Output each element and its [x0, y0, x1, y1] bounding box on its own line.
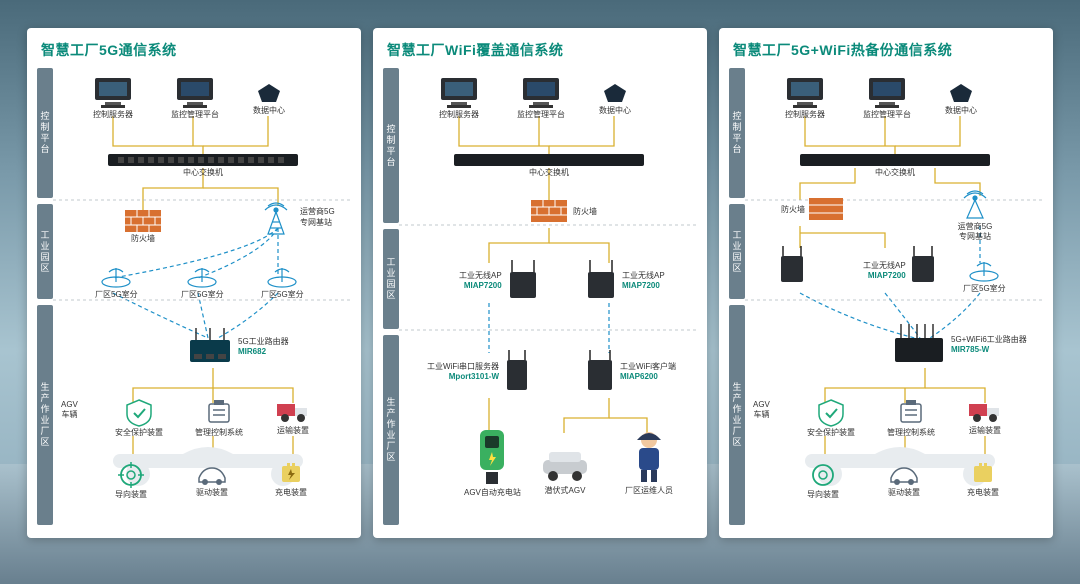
diagram: 控制服务器 监控管理平台 数据中心 中心交换机 防火墙 [399, 68, 707, 538]
charging-station: AGV自动充电站 [464, 426, 521, 498]
cloud-icon: 数据中心 [253, 82, 285, 116]
cloud-icon: 数据中心 [599, 82, 631, 116]
switch-icon: 中心交换机 [108, 154, 298, 178]
operator: 厂区运维人员 [625, 430, 673, 496]
charge-icon: 充电装置 [967, 462, 999, 498]
guide-icon: 导向装置 [807, 462, 839, 500]
guide-icon: 导向装置 [115, 462, 147, 500]
transport-icon: 运输装置 [275, 398, 311, 436]
agv-robot: 潜伏式AGV [537, 446, 593, 496]
platform-icon: 监控管理平台 [517, 76, 565, 120]
server-icon: 控制服务器 [437, 76, 481, 120]
platform-icon: 监控管理平台 [171, 76, 219, 120]
diagram: 控制服务器 监控管理平台 数据中心 中心交换机 防火墙 [745, 68, 1053, 538]
rail-workshop: 生产作业厂区 [37, 305, 53, 525]
cell: 厂区5G室分 [963, 260, 1006, 294]
cloud-icon: 数据中心 [945, 82, 977, 116]
server-icon: 控制服务器 [91, 76, 135, 120]
rail-workshop: 生产作业厂区 [729, 305, 745, 525]
ap-right: 工业无线AP MIAP7200 [584, 260, 665, 300]
rail-control: 控制平台 [37, 68, 53, 198]
panel-title: 智慧工厂5G+WiFi热备份通信系统 [719, 28, 1053, 68]
panel-title: 智慧工厂WiFi覆盖通信系统 [373, 28, 707, 68]
agv-label: AGV 车辆 [61, 400, 78, 419]
rail-workshop: 生产作业厂区 [383, 335, 399, 525]
agv-label: AGV 车辆 [753, 400, 770, 419]
panels-row: 智慧工厂5G通信系统 控制平台 工业园区 生产作业厂区 [0, 0, 1080, 566]
ap-left: 工业无线AP MIAP7200 [459, 260, 540, 300]
ap-1 [777, 246, 807, 284]
firewall-icon: 防火墙 [125, 210, 161, 244]
rail-control: 控制平台 [729, 68, 745, 198]
wifi-client: 工业WiFi客户端 MIAP6200 [584, 350, 676, 392]
drive-icon: 驱动装置 [195, 462, 229, 498]
rail-park: 工业园区 [37, 204, 53, 299]
panel-title: 智慧工厂5G通信系统 [27, 28, 361, 68]
router-icon: 5G+WiFi6工业路由器 MIR785-W [893, 324, 1027, 364]
side-rail: 控制平台 工业园区 生产作业厂区 [27, 68, 53, 538]
charge-icon: 充电装置 [275, 462, 307, 498]
tower-icon: 运营商5G 专网基站 [957, 186, 993, 241]
switch-icon: 中心交换机 [454, 154, 644, 178]
mgmt-icon: 管理控制系统 [887, 398, 935, 438]
safety-icon: 安全保护装置 [115, 398, 163, 438]
tower-icon: 运营商5G 专网基站 [258, 198, 335, 236]
side-rail: 控制平台 工业园区 生产作业厂区 [373, 68, 399, 538]
firewall-icon: 防火墙 [781, 198, 843, 220]
rail-park: 工业园区 [729, 204, 745, 299]
panel-wifi: 智慧工厂WiFi覆盖通信系统 控制平台 工业园区 生产作业厂区 [373, 28, 707, 538]
panel-hybrid: 智慧工厂5G+WiFi热备份通信系统 控制平台 工业园区 生产作业厂区 [719, 28, 1053, 538]
switch-icon: 中心交换机 [800, 154, 990, 178]
transport-icon: 运输装置 [967, 398, 1003, 436]
platform-icon: 监控管理平台 [863, 76, 911, 120]
firewall-icon: 防火墙 [531, 200, 597, 222]
ap-2: 工业无线AP MIAP7200 [863, 246, 938, 284]
drive-icon: 驱动装置 [887, 462, 921, 498]
mgmt-icon: 管理控制系统 [195, 398, 243, 438]
serial-server: 工业WiFi串口服务器 Mport3101-W [427, 350, 531, 392]
cell-b: 厂区5G室分 [181, 266, 224, 300]
cell-c: 厂区5G室分 [261, 266, 304, 300]
router-icon: 5G工业路由器 MIR682 [188, 328, 289, 364]
diagram: 控制服务器 监控管理平台 数据中心 中心交换机 防火 [53, 68, 361, 538]
rail-park: 工业园区 [383, 229, 399, 329]
rail-control: 控制平台 [383, 68, 399, 223]
server-icon: 控制服务器 [783, 76, 827, 120]
cell-a: 厂区5G室分 [95, 266, 138, 300]
side-rail: 控制平台 工业园区 生产作业厂区 [719, 68, 745, 538]
panel-5g: 智慧工厂5G通信系统 控制平台 工业园区 生产作业厂区 [27, 28, 361, 538]
safety-icon: 安全保护装置 [807, 398, 855, 438]
